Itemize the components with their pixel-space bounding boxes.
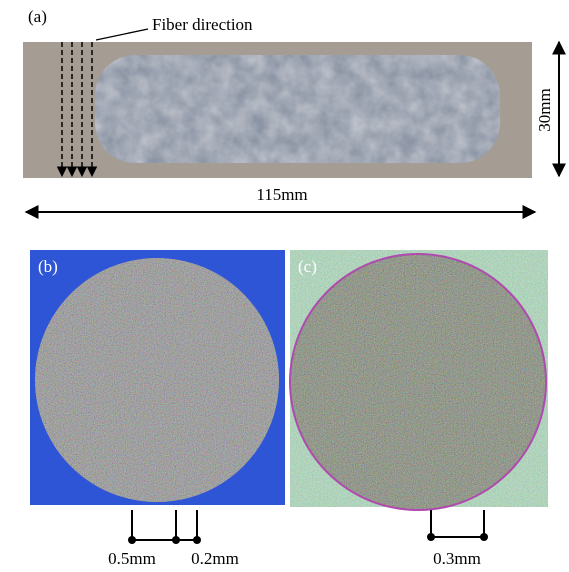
weld-texture (95, 55, 500, 163)
panel-label: (c) (298, 257, 317, 276)
panel-label: (a) (28, 7, 47, 26)
section-b-texture (35, 258, 279, 502)
panel-label: (b) (38, 257, 58, 276)
annotation: Fiber direction (152, 15, 253, 34)
height-label: 30mm (535, 88, 554, 131)
section-c-texture (291, 255, 545, 509)
scale-label: 0.5mm (108, 549, 156, 568)
scale-label: 0.2mm (191, 549, 239, 568)
scale-label: 0.3mm (433, 549, 481, 568)
scale-bar (427, 510, 488, 541)
scale-bar (128, 510, 201, 544)
width-label: 115mm (256, 185, 307, 204)
leader-line (96, 29, 148, 40)
figure: (a) Fiber direction 30mm 115mm (b) 0.5mm… (0, 0, 569, 572)
